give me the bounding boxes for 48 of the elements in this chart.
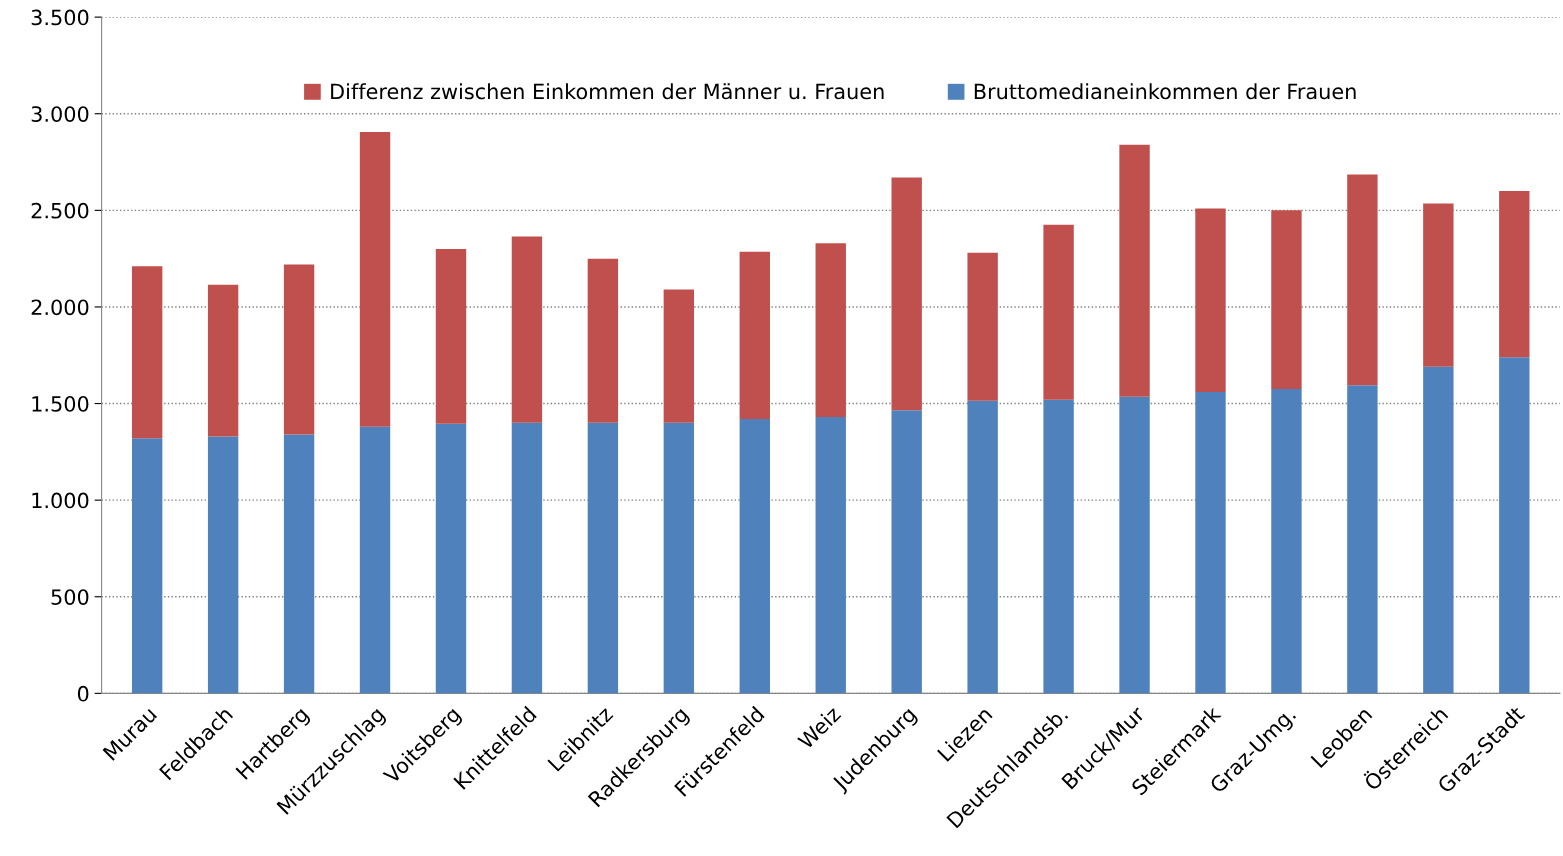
bar: [891, 177, 922, 411]
bar: [587, 258, 619, 423]
bar: [587, 422, 619, 694]
bar: [1119, 396, 1150, 694]
bar: [207, 436, 239, 694]
bar: [1499, 191, 1530, 358]
bar: [1347, 174, 1378, 386]
bar: [1119, 144, 1150, 397]
bar: [739, 251, 770, 419]
bar: [663, 289, 695, 423]
y-tick-label: 2.500: [31, 202, 89, 219]
bar: [1271, 389, 1302, 694]
bar: [739, 419, 770, 694]
legend-label: Bruttomedianeinkommen der Frauen: [974, 83, 1356, 100]
bar: [663, 422, 695, 694]
bar: [967, 252, 998, 401]
bar: [891, 410, 922, 694]
y-tick-label: 500: [51, 589, 89, 605]
bar: [1271, 210, 1302, 390]
bar: [435, 248, 467, 424]
bar: [359, 426, 391, 694]
bar: [1423, 366, 1454, 694]
bar: [1043, 399, 1074, 694]
bar: [511, 422, 543, 694]
legend-label: Differenz zwischen Einkommen der Männer u. Frauen: [331, 83, 884, 100]
bar: [1043, 224, 1074, 400]
bar: [511, 236, 543, 423]
bar: [359, 132, 391, 427]
bar: [207, 284, 239, 437]
y-tick-label: 0: [77, 685, 89, 702]
bar: [131, 266, 163, 439]
bar: [131, 438, 163, 694]
y-tick-label: 1.000: [32, 492, 89, 509]
bar: [1499, 357, 1530, 694]
bar: [283, 264, 315, 435]
bar: [1195, 208, 1226, 392]
bar: [815, 417, 846, 694]
bar: [1195, 391, 1226, 694]
y-tick-label: 1.500: [32, 396, 89, 412]
bar: [1347, 385, 1378, 694]
y-tick-label: 3.000: [31, 106, 89, 122]
y-tick-label: 2.000: [31, 299, 89, 316]
bar: [815, 243, 846, 418]
bar: [283, 434, 315, 694]
y-tick-label: 3.500: [31, 9, 89, 26]
bar: [967, 400, 998, 694]
bar: [1423, 203, 1454, 367]
bar: [435, 423, 467, 694]
